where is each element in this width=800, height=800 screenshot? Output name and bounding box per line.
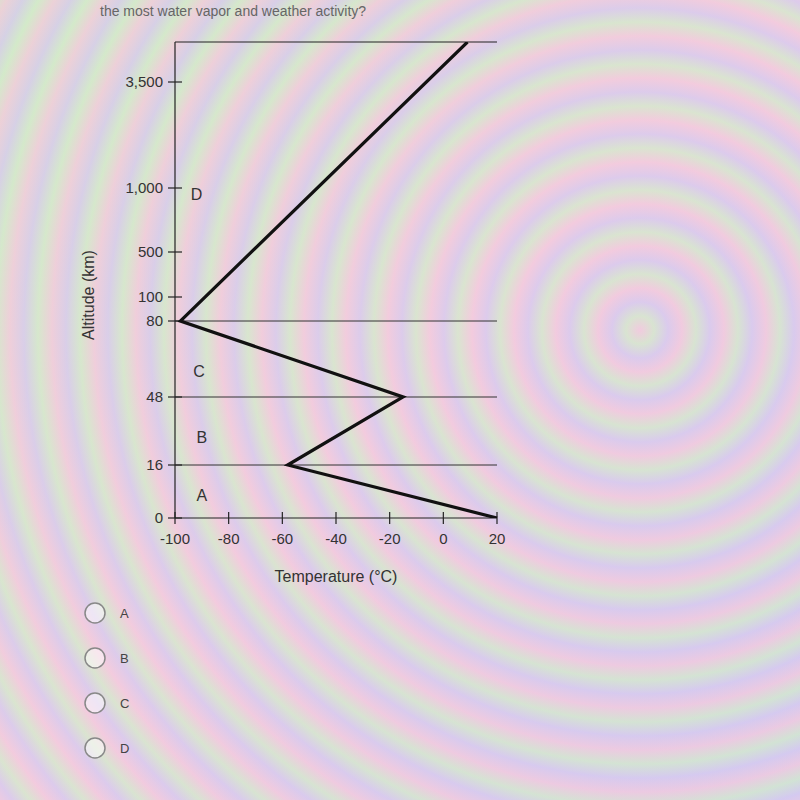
radio-button[interactable] [85,603,105,623]
y-tick-label: 0 [155,509,163,526]
y-tick-label: 16 [146,456,163,473]
x-tick-label: -80 [218,530,240,547]
y-tick [168,296,182,297]
y-axis-label: Altitude (km) [80,250,97,340]
layer-boundary [175,465,497,466]
y-tick-label: 80 [146,312,163,329]
y-tick [168,187,182,188]
x-tick [335,512,336,524]
y-tick [168,251,182,252]
option-label: B [120,651,129,666]
option-label: A [120,606,129,621]
y-tick-label: 100 [138,288,163,305]
y-tick [168,81,182,82]
y-tick [168,396,182,397]
plot-frame-top [175,41,497,42]
layer-label: B [196,429,207,446]
chart: the most water vapor and weather activit… [0,0,800,800]
y-axis [174,42,175,518]
radio-button[interactable] [85,738,105,758]
x-tick-label: 0 [439,530,447,547]
layer-label: C [193,363,205,380]
y-tick-label: 3,500 [125,73,163,90]
temperature-line [180,42,497,518]
layer-boundary [175,321,497,322]
y-tick-label: 500 [138,243,163,260]
layer-boundary [175,397,497,398]
x-tick-label: -20 [379,530,401,547]
x-axis-label: Temperature (°C) [275,568,398,585]
x-tick [389,512,390,524]
radio-button[interactable] [85,693,105,713]
plot-area [180,42,497,518]
x-tick [282,512,283,524]
x-tick [443,512,444,524]
option-label: C [120,696,129,711]
layer-label: A [196,487,207,504]
x-tick [174,512,175,524]
x-tick-label: -100 [160,530,190,547]
x-tick-label: 20 [489,530,506,547]
y-tick-label: 1,000 [125,179,163,196]
option-label: D [120,741,129,756]
layer-label: D [191,186,203,203]
y-tick [168,464,182,465]
x-tick-label: -40 [325,530,347,547]
x-tick-label: -60 [271,530,293,547]
radio-button[interactable] [85,648,105,668]
y-tick-label: 48 [146,388,163,405]
question: the most water vapor and weather activit… [100,3,366,19]
x-tick [228,512,229,524]
